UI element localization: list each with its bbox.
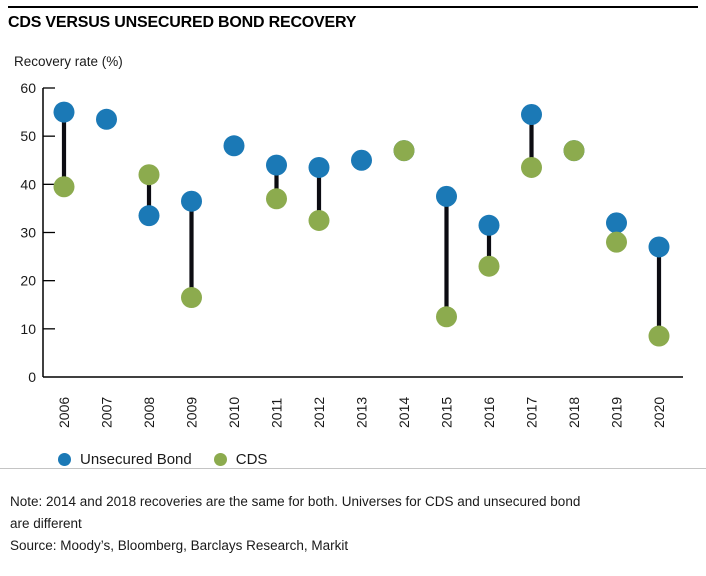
cds-dot-2006 (53, 176, 75, 198)
cds-dot-2014 (393, 140, 415, 162)
bond-dot-2020 (648, 236, 670, 258)
bond-dot-2008 (138, 205, 160, 227)
cds-dot-2017 (521, 156, 542, 178)
y-tick-label-20: 20 (20, 273, 36, 289)
y-axis-label: Recovery rate (%) (14, 54, 123, 69)
year-label-2007: 2007 (99, 397, 115, 428)
bond-dot-2015 (436, 185, 457, 207)
chart-title: CDS VERSUS UNSECURED BOND RECOVERY (8, 14, 357, 31)
legend-bond-label: Unsecured Bond (80, 451, 192, 468)
cds-dot-2019 (606, 231, 627, 253)
year-label-2008: 2008 (141, 397, 157, 428)
top-rule (8, 6, 698, 8)
y-tick-label-60: 60 (20, 80, 36, 96)
bond-dot-2017 (521, 103, 542, 125)
source-line: Source: Moody’s, Bloomberg, Barclays Res… (10, 538, 349, 553)
cds-dot-2020 (648, 325, 670, 347)
footer-divider (0, 468, 706, 469)
legend-item-unsecured-bond: Unsecured Bond (58, 451, 192, 468)
cds-dot-2012 (308, 209, 330, 231)
bond-dot-2010 (223, 135, 245, 157)
cds-dot-2009 (181, 287, 202, 309)
legend-cds-marker-icon (213, 453, 227, 466)
bond-dot-2019 (606, 212, 627, 234)
year-label-2019: 2019 (609, 397, 625, 428)
cds-dot-2018 (563, 140, 585, 162)
y-tick-label-50: 50 (20, 128, 36, 144)
year-label-2020: 2020 (651, 397, 667, 428)
chart-plot: 0 10 20 30 40 50 60 2006 2007 2008 2009 2010 2011 201… (20, 80, 683, 428)
year-label-2018: 2018 (566, 397, 582, 428)
bond-dot-2016 (478, 214, 500, 236)
legend-item-cds: CDS (213, 451, 268, 468)
bond-dot-2009 (181, 190, 202, 212)
bond-dot-2007 (96, 108, 117, 130)
y-tick-label-10: 10 (20, 321, 36, 337)
y-tick-label-30: 30 (20, 225, 36, 241)
bond-dot-2012 (308, 156, 330, 178)
y-tick-label-0: 0 (28, 369, 36, 385)
legend-cds-label: CDS (235, 451, 268, 468)
year-label-2015: 2015 (439, 397, 455, 428)
cds-dot-2015 (436, 306, 457, 328)
note-line-1: Note: 2014 and 2018 recoveries are the s… (10, 494, 581, 509)
year-label-2013: 2013 (354, 397, 370, 428)
footer: Note: 2014 and 2018 recoveries are the s… (10, 491, 690, 557)
note-line-2: are different (10, 516, 82, 531)
year-label-2006: 2006 (56, 397, 72, 428)
cds-dot-2016 (478, 255, 500, 277)
cds-dot-2008 (138, 164, 160, 186)
cds-dot-2011 (266, 188, 287, 210)
bond-dot-2006 (53, 101, 75, 123)
bond-dot-2013 (351, 149, 372, 171)
bond-dot-2011 (266, 154, 287, 176)
legend: Unsecured Bond CDS (58, 451, 267, 468)
year-label-2014: 2014 (396, 397, 412, 428)
year-label-2016: 2016 (481, 397, 497, 428)
year-label-2011: 2011 (269, 398, 285, 428)
year-label-2009: 2009 (184, 397, 200, 428)
legend-bond-marker-icon (58, 453, 71, 466)
year-label-2010: 2010 (226, 397, 242, 428)
year-label-2017: 2017 (524, 397, 540, 428)
y-tick-label-40: 40 (20, 176, 36, 192)
year-label-2012: 2012 (311, 397, 327, 428)
